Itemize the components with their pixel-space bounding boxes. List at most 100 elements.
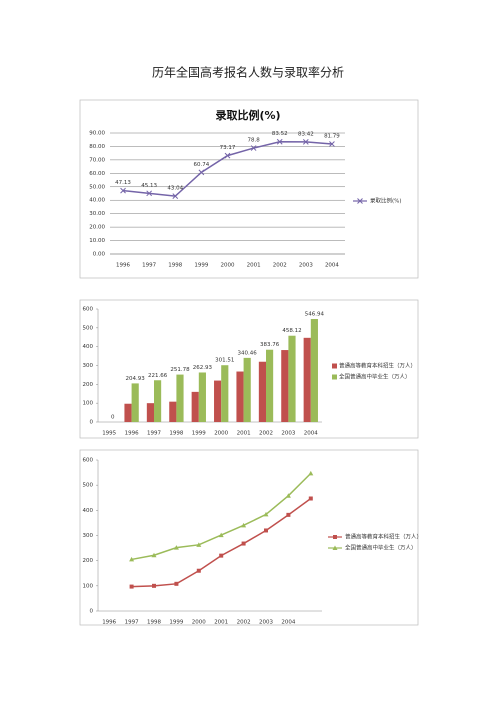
x-tick-label: 1998 bbox=[147, 620, 161, 626]
x-tick-label: 1995 bbox=[102, 431, 116, 437]
y-tick-label: 90.00 bbox=[89, 131, 105, 137]
bar bbox=[258, 361, 266, 422]
y-tick-label: 30.00 bbox=[89, 211, 105, 217]
legend-key bbox=[332, 363, 337, 369]
y-tick-label: 60.00 bbox=[89, 171, 105, 177]
value-label: 43.04 bbox=[167, 186, 183, 192]
marker bbox=[241, 522, 247, 528]
marker bbox=[129, 584, 134, 589]
marker bbox=[308, 496, 313, 501]
bar bbox=[310, 318, 318, 422]
value-label: 83.42 bbox=[298, 131, 314, 137]
bar bbox=[236, 371, 244, 422]
bar bbox=[198, 372, 206, 422]
marker bbox=[286, 512, 291, 517]
y-tick-label: 200 bbox=[83, 558, 94, 564]
page-title: 历年全国高考报名人数与录取率分析 bbox=[152, 65, 344, 80]
value-label: 251.78 bbox=[170, 367, 190, 373]
y-tick-label: 100 bbox=[83, 583, 94, 589]
marker bbox=[120, 187, 126, 194]
bar bbox=[266, 349, 274, 422]
legend-label: 全国普通高中毕业生（万人） bbox=[339, 373, 411, 381]
marker bbox=[308, 470, 314, 476]
x-tick-label: 1997 bbox=[142, 263, 156, 269]
x-tick-label: 2004 bbox=[281, 620, 295, 626]
y-tick-label: 80.00 bbox=[89, 144, 105, 150]
bar bbox=[154, 380, 162, 422]
marker bbox=[329, 141, 335, 147]
value-label: 204.93 bbox=[126, 376, 146, 382]
value-label: 73.17 bbox=[220, 145, 236, 151]
y-tick-label: 600 bbox=[83, 307, 94, 313]
value-label: 546.94 bbox=[305, 311, 325, 317]
y-tick-label: 100 bbox=[83, 401, 94, 407]
bar bbox=[288, 335, 296, 422]
marker bbox=[198, 169, 205, 176]
value-label: 301.51 bbox=[215, 358, 234, 364]
y-tick-label: 300 bbox=[83, 363, 94, 369]
value-label: 458.12 bbox=[282, 328, 301, 334]
marker bbox=[218, 532, 224, 538]
x-tick-label: 2001 bbox=[247, 263, 261, 269]
x-tick-label: 1998 bbox=[168, 263, 182, 269]
x-tick-label: 2000 bbox=[214, 431, 228, 437]
value-label: 383.76 bbox=[260, 342, 280, 348]
bar bbox=[176, 374, 184, 422]
y-tick-label: 600 bbox=[83, 458, 94, 464]
x-tick-label: 2002 bbox=[237, 620, 251, 626]
x-tick-label: 1999 bbox=[192, 431, 206, 437]
marker bbox=[172, 193, 179, 199]
x-tick-label: 1996 bbox=[125, 431, 139, 437]
value-label: 45.13 bbox=[141, 183, 157, 189]
marker bbox=[276, 138, 283, 145]
x-tick-label: 1999 bbox=[194, 263, 208, 269]
x-tick-label: 1999 bbox=[169, 620, 183, 626]
x-tick-label: 2003 bbox=[281, 431, 295, 437]
y-tick-label: 10.00 bbox=[89, 238, 105, 244]
bar bbox=[146, 403, 154, 422]
bar bbox=[124, 403, 132, 422]
value-label: 81.79 bbox=[324, 134, 340, 140]
x-tick-label: 2001 bbox=[214, 620, 228, 626]
marker bbox=[151, 552, 157, 558]
y-tick-label: 500 bbox=[83, 325, 94, 331]
legend-label: 普通高等教育本科招生（万人） bbox=[339, 362, 416, 370]
y-tick-label: 0 bbox=[90, 420, 94, 426]
x-tick-label: 1997 bbox=[125, 620, 139, 626]
marker bbox=[264, 528, 268, 533]
y-tick-label: 20.00 bbox=[89, 225, 105, 231]
x-tick-label: 1996 bbox=[102, 620, 116, 626]
y-tick-label: 40.00 bbox=[89, 198, 105, 204]
marker bbox=[302, 138, 309, 145]
legend-label: 普通高等教育本科招生（万人） bbox=[345, 533, 422, 541]
legend-label: 全国普通高中毕业生（万人） bbox=[345, 544, 417, 552]
x-tick-label: 1996 bbox=[116, 263, 130, 269]
marker bbox=[196, 542, 202, 547]
x-tick-label: 2004 bbox=[325, 263, 339, 269]
x-tick-label: 2004 bbox=[304, 431, 318, 437]
marker bbox=[285, 493, 291, 498]
marker bbox=[333, 535, 337, 539]
x-tick-label: 2001 bbox=[237, 431, 251, 437]
value-label: 262.93 bbox=[193, 365, 213, 371]
x-tick-label: 2003 bbox=[259, 620, 273, 626]
legend-key bbox=[332, 374, 337, 380]
bar bbox=[131, 383, 139, 422]
y-tick-label: 400 bbox=[83, 508, 94, 514]
value-label: 83.52 bbox=[272, 131, 288, 137]
value-label: 78.8 bbox=[247, 138, 260, 144]
marker bbox=[357, 198, 363, 204]
marker bbox=[152, 583, 156, 588]
marker bbox=[250, 145, 257, 151]
y-tick-label: 50.00 bbox=[89, 184, 105, 190]
y-tick-label: 0 bbox=[90, 609, 94, 615]
x-tick-label: 2002 bbox=[259, 431, 273, 437]
marker bbox=[263, 511, 269, 517]
value-label: 47.13 bbox=[115, 180, 131, 186]
y-tick-label: 0.00 bbox=[93, 252, 106, 258]
marker bbox=[174, 581, 179, 586]
bar bbox=[214, 380, 222, 422]
chart-frame bbox=[79, 99, 419, 279]
bar bbox=[169, 401, 177, 422]
